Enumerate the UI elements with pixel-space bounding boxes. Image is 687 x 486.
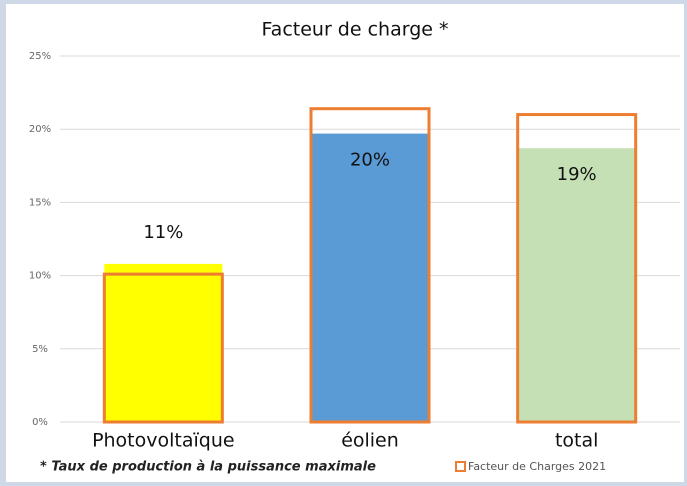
legend-label: Facteur de Charges 2021 [468, 460, 606, 473]
y-tick-label: 5% [32, 344, 48, 355]
bar [104, 263, 223, 422]
x-tick-label: Photovoltaïque [92, 430, 235, 452]
bar-outline [516, 113, 638, 424]
x-tick-label: total [555, 430, 598, 452]
y-tick-label: 15% [29, 197, 51, 208]
x-tick-label: éolien [341, 430, 399, 452]
legend-swatch [455, 461, 466, 472]
data-label: 19% [557, 164, 597, 185]
bar [517, 148, 636, 422]
footnote: * Taux de production à la puissance maxi… [40, 460, 376, 475]
y-tick-label: 25% [29, 51, 51, 62]
chart-title: Facteur de charge * [262, 19, 449, 41]
y-tick-label: 20% [29, 124, 51, 135]
data-label: 20% [350, 150, 390, 171]
bar [311, 133, 429, 423]
y-tick-label: 0% [32, 417, 48, 428]
bar-outline [309, 107, 431, 424]
bar-outline [102, 272, 224, 424]
data-label: 11% [143, 222, 183, 243]
y-tick-label: 10% [29, 271, 51, 282]
